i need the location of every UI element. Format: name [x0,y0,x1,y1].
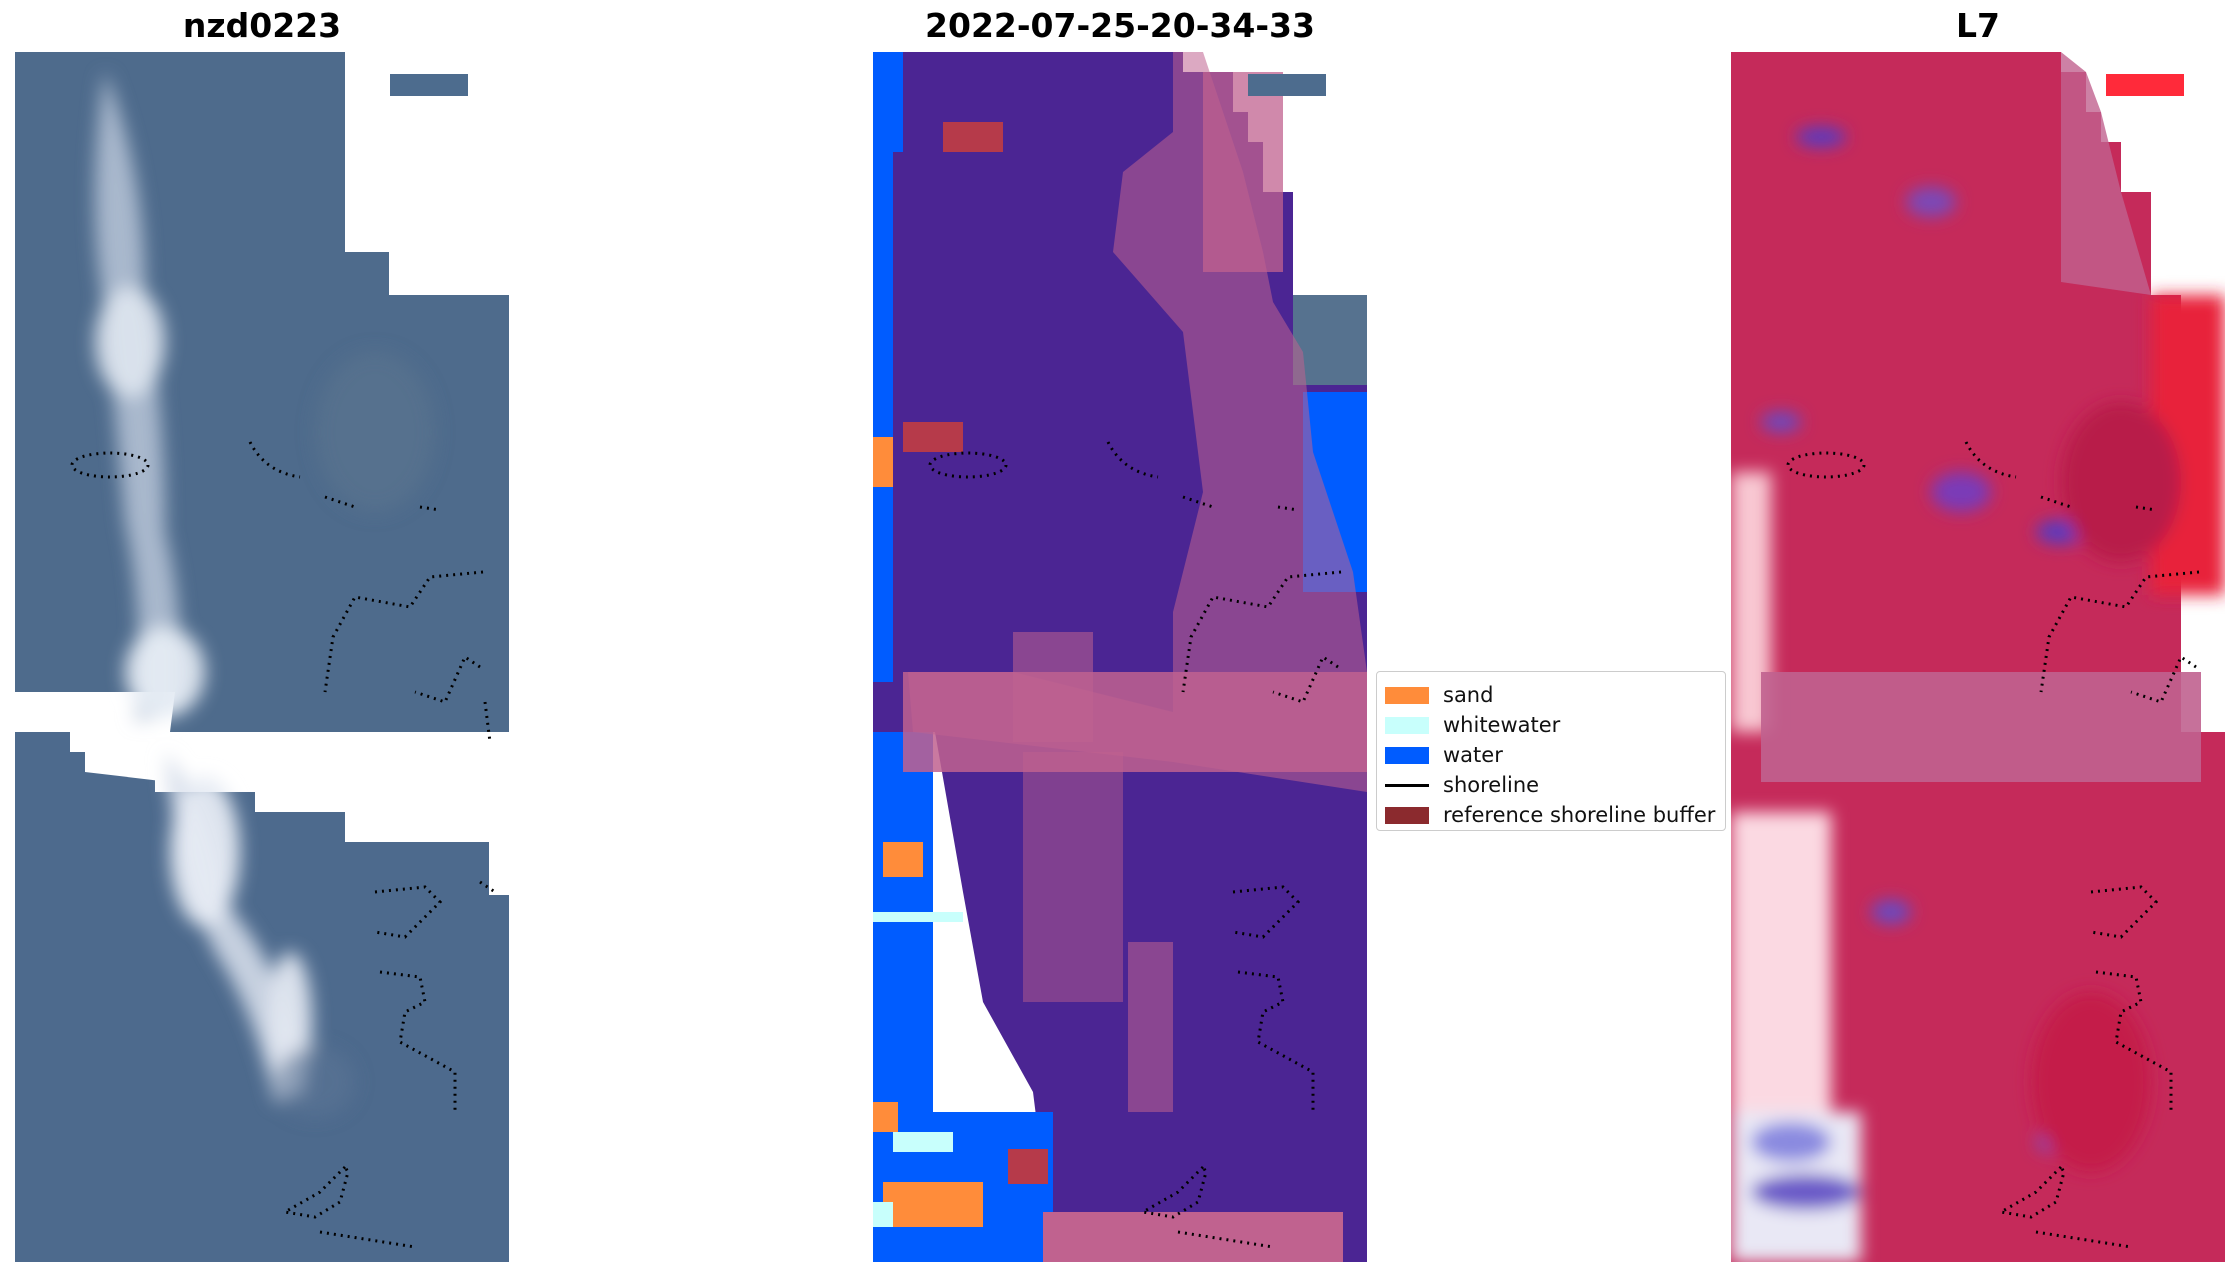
classification-panel-title: 2022-07-25-20-34-33 [925,6,1315,45]
legend-label: water [1443,743,1503,767]
legend-item-whitewater: whitewater [1385,710,1717,740]
legend: sand whitewater water shoreline referenc… [1376,671,1726,831]
classification-image [873,52,1367,1262]
index-panel-title: L7 [1956,6,2000,45]
shoreline-line-swatch [1385,783,1429,787]
index-image-panel [1731,52,2225,1262]
classification-panel [873,52,1367,1262]
whitewater-swatch [1385,716,1429,734]
legend-item-reference-shoreline-buffer: reference shoreline buffer [1385,800,1717,830]
legend-item-sand: sand [1385,680,1717,710]
buffer-swatch [1385,806,1429,824]
legend-item-water: water [1385,740,1717,770]
rgb-panel-title: nzd0223 [182,6,342,45]
legend-label: reference shoreline buffer [1443,803,1716,827]
index-image [1731,52,2225,1262]
sand-swatch [1385,686,1429,704]
rgb-image [15,52,509,1262]
rgb-image-panel [15,52,509,1262]
water-swatch [1385,746,1429,764]
legend-label: sand [1443,683,1494,707]
legend-label: whitewater [1443,713,1561,737]
legend-item-shoreline: shoreline [1385,770,1717,800]
legend-label: shoreline [1443,773,1540,797]
